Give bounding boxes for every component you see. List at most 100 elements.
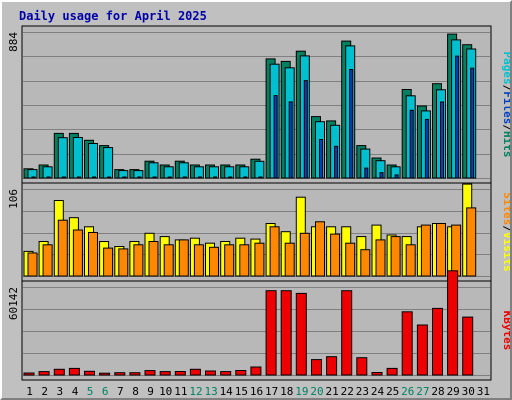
bar-sites bbox=[284, 242, 295, 277]
x-tick-label: 29 bbox=[447, 385, 460, 398]
x-axis: 1 2 3 4 5 6 7 8 9 10 11 12 13 14 15 16 17 18 19 20 21 22 23 24 2… bbox=[26, 385, 490, 398]
x-tick-label: 5 bbox=[87, 385, 94, 398]
bar-pages bbox=[76, 176, 81, 179]
bar-sites bbox=[103, 247, 114, 277]
bar-kbytes bbox=[129, 372, 141, 376]
bar-kbytes bbox=[114, 372, 126, 376]
bar-sites bbox=[269, 226, 280, 277]
bar-pages bbox=[424, 118, 429, 179]
x-tick-label: 28 bbox=[431, 385, 444, 398]
bar-pages bbox=[137, 176, 142, 179]
bar-kbytes bbox=[280, 290, 292, 376]
x-tick-label: 23 bbox=[356, 385, 369, 398]
bar-pages bbox=[197, 176, 202, 179]
bar-kbytes bbox=[341, 290, 353, 376]
x-tick-label: 24 bbox=[371, 385, 385, 398]
bar-pages bbox=[228, 176, 233, 179]
x-tick-label: 18 bbox=[280, 385, 293, 398]
bar-sites bbox=[163, 244, 174, 277]
bar-kbytes bbox=[205, 370, 216, 376]
bar-kbytes bbox=[250, 366, 262, 376]
x-tick-label: 1 bbox=[26, 385, 33, 398]
bar-files bbox=[148, 162, 159, 179]
x-tick-label: 20 bbox=[310, 385, 323, 398]
bar-sites bbox=[360, 249, 371, 277]
legend-separator: / bbox=[501, 85, 510, 92]
x-tick-label: 30 bbox=[462, 385, 475, 398]
bar-files bbox=[88, 143, 98, 179]
bar-sites bbox=[148, 241, 159, 277]
bar-files bbox=[103, 147, 114, 179]
x-tick-label: 16 bbox=[250, 385, 263, 398]
legend-kbytes: KBytes bbox=[501, 311, 510, 351]
x-tick-label: 2 bbox=[41, 385, 48, 398]
bar-kbytes bbox=[462, 316, 474, 376]
x-tick-label: 27 bbox=[416, 385, 429, 398]
bar-sites bbox=[224, 244, 235, 277]
x-tick-label: 7 bbox=[117, 385, 124, 398]
x-tick-label: 6 bbox=[102, 385, 109, 398]
bar-files bbox=[42, 166, 53, 179]
bar-pages bbox=[122, 176, 127, 179]
bar-files bbox=[209, 166, 219, 179]
bar-kbytes bbox=[447, 270, 459, 376]
bar-kbytes bbox=[159, 371, 171, 376]
bar-sites bbox=[420, 224, 431, 277]
bar-pages bbox=[288, 101, 293, 179]
bar-pages bbox=[364, 167, 369, 179]
bar-sites bbox=[254, 242, 265, 277]
legend-visits: Visits bbox=[501, 232, 510, 272]
bar-sites bbox=[451, 224, 462, 277]
x-tick-label: 26 bbox=[401, 385, 414, 398]
bar-pages bbox=[319, 139, 323, 179]
x-tick-label: 3 bbox=[56, 385, 63, 398]
bar-pages bbox=[152, 176, 157, 179]
bar-pages bbox=[334, 145, 339, 179]
x-tick-label: 12 bbox=[189, 385, 202, 398]
bar-pages bbox=[303, 80, 308, 179]
bar-kbytes bbox=[68, 367, 80, 376]
bar-kbytes bbox=[401, 311, 413, 376]
bar-kbytes bbox=[432, 307, 443, 376]
bar-pages bbox=[440, 101, 444, 179]
x-tick-label: 22 bbox=[341, 385, 354, 398]
x-tick-label: 11 bbox=[174, 385, 187, 398]
bar-sites bbox=[375, 239, 386, 277]
bar-sites bbox=[133, 244, 144, 277]
bar-kbytes bbox=[295, 292, 307, 376]
y-max-label: 884 bbox=[7, 32, 20, 52]
bar-files bbox=[193, 166, 204, 179]
bar-kbytes bbox=[386, 367, 398, 376]
bar-pages bbox=[213, 176, 217, 179]
x-tick-label: 21 bbox=[325, 385, 338, 398]
legend-pages: Pages bbox=[501, 52, 510, 85]
bar-files bbox=[178, 162, 189, 179]
bar-files bbox=[224, 166, 235, 179]
legend-hits: Hits bbox=[501, 131, 510, 158]
bar-pages bbox=[243, 176, 248, 179]
bar-pages bbox=[273, 95, 278, 179]
bar-kbytes bbox=[220, 371, 232, 376]
bar-pages bbox=[92, 176, 96, 179]
bar-kbytes bbox=[265, 290, 277, 376]
bar-sites bbox=[330, 233, 341, 277]
bar-kbytes bbox=[144, 370, 156, 376]
bar-pages bbox=[107, 176, 112, 179]
bar-files bbox=[163, 166, 174, 179]
bar-sites bbox=[239, 244, 250, 277]
x-tick-label: 19 bbox=[295, 385, 308, 398]
bar-pages bbox=[31, 176, 36, 179]
legend-separator: / bbox=[501, 225, 510, 232]
bar-kbytes bbox=[356, 357, 368, 376]
y-max-label: 106 bbox=[7, 189, 20, 209]
bar-pages bbox=[349, 69, 354, 179]
bar-sites bbox=[88, 232, 98, 277]
bar-sites bbox=[57, 219, 68, 277]
x-tick-label: 17 bbox=[265, 385, 278, 398]
bar-files bbox=[72, 137, 83, 179]
bar-sites bbox=[436, 223, 446, 277]
bar-sites bbox=[345, 242, 356, 277]
bar-kbytes bbox=[189, 368, 201, 376]
